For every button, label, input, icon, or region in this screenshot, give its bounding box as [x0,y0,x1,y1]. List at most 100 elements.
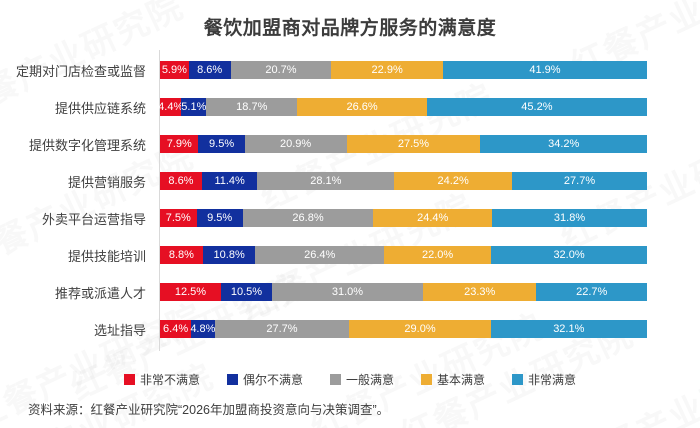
bar-segment: 5.1% [181,98,206,116]
bar-segment: 7.5% [160,209,197,227]
category-label: 推荐或派遣人才 [54,285,146,301]
bar-segment: 5.9% [160,61,189,79]
bar-segment: 23.3% [422,283,537,301]
segment-value-label: 31.8% [553,212,586,224]
legend-label: 基本满意 [437,373,486,387]
bar-segment: 45.2% [426,98,647,116]
category-label: 提供营销服务 [67,174,146,190]
chart-legend: 非常不满意 偶尔不满意 一般满意 基本满意 非常满意 [0,371,700,388]
bar-segment: 20.9% [244,135,347,153]
chart-row: 外卖平台运营指导 7.5% 9.5% 26.8% 24.4% 31.8% [0,209,700,227]
bar-segment: 10.5% [220,283,272,301]
segment-value-label: 4.8% [190,323,216,335]
bar-segment: 34.2% [480,135,647,153]
bar-segment: 22.9% [331,61,443,79]
legend-swatch [512,374,524,385]
segment-value-label: 41.9% [529,64,561,76]
bar-segment: 4.4% [158,98,184,116]
bar-segment: 26.8% [242,209,374,227]
bar-segment: 27.7% [214,320,350,338]
segment-value-label: 27.5% [397,138,430,150]
segment-value-label: 12.5% [174,286,207,298]
category-label: 选址指导 [93,322,146,338]
segment-value-label: 28.1% [310,175,342,187]
legend-swatch [421,374,432,385]
stacked-bar: 7.9% 9.5% 20.9% 27.5% 34.2% [160,135,647,153]
bar-segment: 12.5% [160,283,221,301]
segment-value-label: 20.9% [280,138,312,150]
chart-row: 提供技能培训 8.8% 10.8% 26.4% 22.0% 32.0% [0,246,700,264]
legend-item: 非常不满意 [123,371,200,388]
bar-segment: 20.7% [230,61,332,79]
segment-value-label: 32.1% [553,323,585,335]
segment-value-label: 8.6% [168,175,194,187]
segment-value-label: 23.3% [464,286,496,298]
bar-segment: 27.5% [346,135,481,153]
chart-title: 餐饮加盟商对品牌方服务的满意度 [203,18,497,39]
legend-item: 偶尔不满意 [226,371,303,388]
stacked-bar: 8.6% 11.4% 28.1% 24.2% 27.7% [160,172,647,190]
segment-value-label: 7.5% [165,212,191,224]
bar-segment: 24.2% [394,172,513,190]
bar-segment: 26.4% [255,246,384,264]
segment-value-label: 7.9% [166,138,192,150]
bar-segment: 7.9% [160,135,199,153]
bar-segment: 6.4% [160,320,192,338]
chart-row: 提供营销服务 8.6% 11.4% 28.1% 24.2% 27.7% [0,172,700,190]
segment-value-label: 26.6% [346,101,378,113]
chart-row: 提供数字化管理系统 7.9% 9.5% 20.9% 27.5% 34.2% [0,135,700,153]
segment-value-label: 18.7% [236,101,268,113]
category-label: 提供供应链系统 [54,100,146,116]
chart-row: 选址指导 6.4% 4.8% 27.7% 29.0% 32.1% [0,320,700,338]
bar-segment: 11.4% [201,172,258,190]
bar-segment: 41.9% [442,61,647,79]
segment-value-label: 22.7% [576,286,608,298]
category-label: 定期对门店检查或监督 [15,63,146,79]
segment-value-label: 6.4% [163,323,189,335]
bar-segment: 29.0% [349,320,491,338]
legend-item: 非常满意 [512,371,576,388]
chart-row: 提供供应链系统 4.4% 5.1% 18.7% 26.6% 45.2% [0,98,700,116]
bar-segment: 31.8% [492,209,647,227]
segment-value-label: 22.9% [371,64,403,76]
legend-swatch [329,374,341,385]
y-axis-line [159,50,160,351]
bar-segment: 22.7% [536,283,647,301]
bar-segment: 32.0% [491,246,647,264]
segment-value-label: 31.0% [331,286,364,298]
segment-value-label: 4.4% [158,101,184,113]
legend-label: 非常满意 [528,373,577,387]
bar-segment: 32.1% [490,320,647,338]
bar-segment: 10.8% [202,246,256,264]
stacked-bar: 12.5% 10.5% 31.0% 23.3% 22.7% [160,283,647,301]
legend-swatch [226,374,238,385]
segment-value-label: 8.6% [197,64,223,76]
stacked-bar: 5.9% 8.6% 20.7% 22.9% 41.9% [160,61,647,79]
segment-value-label: 26.8% [292,212,324,224]
bar-segment: 22.0% [384,246,492,264]
bar-segment: 18.7% [206,98,298,116]
chart-row: 定期对门店检查或监督 5.9% 8.6% 20.7% 22.9% 41.9% [0,61,700,79]
bar-segment: 27.7% [512,172,647,190]
segment-value-label: 34.2% [548,138,580,150]
segment-value-label: 29.0% [404,323,436,335]
bar-segment: 9.5% [196,209,243,227]
segment-value-label: 5.1% [181,101,207,113]
segment-value-label: 24.2% [437,175,469,187]
category-label: 外卖平台运营指导 [41,211,146,227]
bar-segment: 8.6% [188,61,231,79]
legend-label: 一般满意 [345,373,394,387]
bar-segment: 8.6% [160,172,202,190]
chart-row: 推荐或派遣人才 12.5% 10.5% 31.0% 23.3% 22.7% [0,283,700,301]
legend-item: 基本满意 [421,371,485,388]
segment-value-label: 11.4% [214,175,245,187]
segment-value-label: 27.7% [563,175,596,187]
bar-segment: 4.8% [190,320,216,338]
bar-segment: 26.6% [297,98,427,116]
stacked-bar: 8.8% 10.8% 26.4% 22.0% 32.0% [160,246,647,264]
segment-value-label: 27.7% [266,323,298,335]
stacked-bar-chart: 定期对门店检查或监督 5.9% 8.6% 20.7% 22.9% 41.9% 提供供应链系统… [0,61,700,357]
bar-segment: 8.8% [160,246,203,264]
source-note: 资料来源：红餐产业研究院“2026年加盟商投资意向与决策调查”。 [28,403,390,417]
